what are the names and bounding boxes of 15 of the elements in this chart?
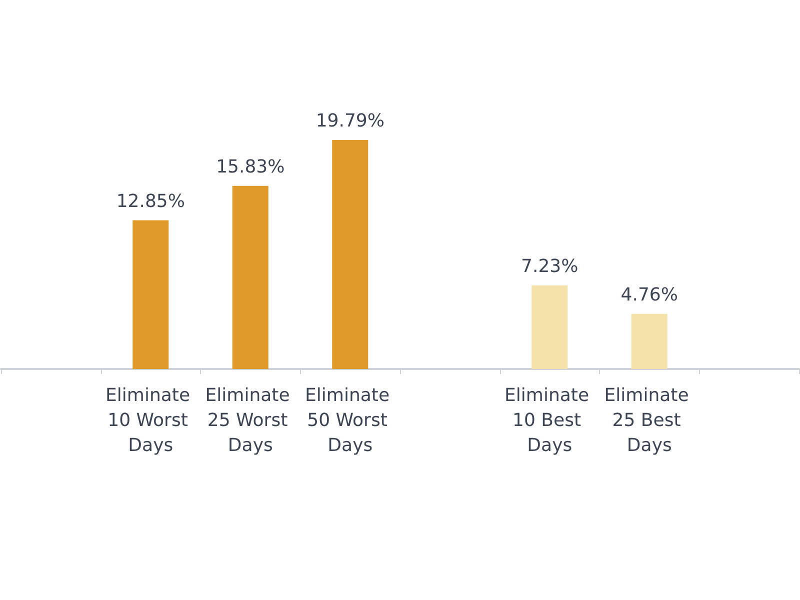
bar — [132, 220, 169, 369]
x-tick-label: Eliminate 25 Worst Days — [205, 385, 296, 456]
data-label: 12.85% — [116, 190, 185, 212]
x-tick-label: Eliminate 25 Best Days — [604, 385, 694, 456]
data-label: 4.76% — [620, 284, 678, 306]
bar — [631, 314, 668, 369]
data-label: 7.23% — [521, 256, 578, 277]
x-tick-label: Eliminate 10 Worst Days — [106, 385, 196, 456]
bar — [532, 285, 568, 369]
data-label: 19.79% — [316, 110, 384, 132]
data-label: 15.83% — [216, 156, 285, 178]
bar — [332, 140, 368, 369]
x-tick-label: Eliminate 10 Best Days — [504, 385, 595, 456]
x-tick-label: Eliminate 50 Worst Days — [305, 385, 396, 456]
bar — [232, 186, 268, 369]
